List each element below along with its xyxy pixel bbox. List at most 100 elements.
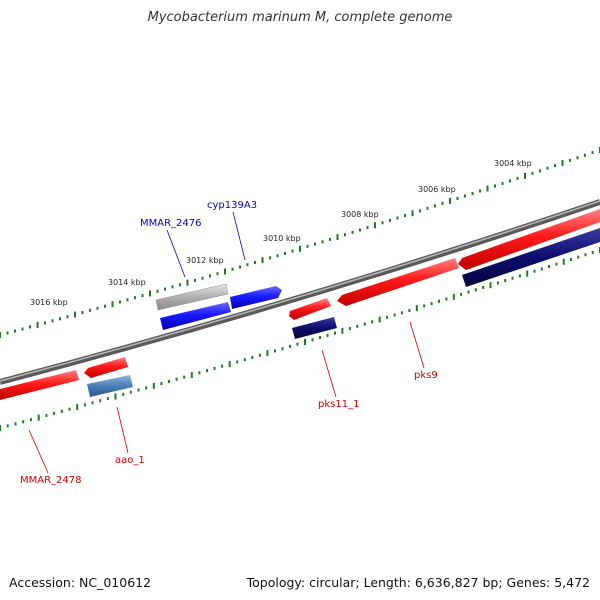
major-tick bbox=[152, 382, 155, 389]
gene-red-left[interactable] bbox=[0, 370, 79, 400]
major-tick bbox=[149, 290, 151, 297]
minor-tick bbox=[281, 347, 284, 351]
minor-tick bbox=[441, 201, 444, 205]
gene-pks9[interactable] bbox=[462, 228, 600, 287]
major-tick bbox=[411, 210, 414, 217]
minor-tick bbox=[509, 179, 511, 183]
major-tick bbox=[449, 197, 451, 204]
leader-pks9 bbox=[409, 321, 425, 369]
minor-tick bbox=[236, 360, 239, 364]
major-tick bbox=[186, 279, 189, 286]
minor-tick bbox=[29, 418, 32, 422]
major-tick bbox=[37, 414, 40, 421]
minor-tick bbox=[119, 300, 121, 304]
minor-tick bbox=[321, 240, 324, 244]
minor-tick bbox=[81, 311, 84, 314]
minor-tick bbox=[501, 182, 504, 185]
major-tick bbox=[114, 393, 117, 400]
minor-tick bbox=[274, 349, 276, 353]
major-tick bbox=[299, 245, 301, 252]
minor-tick bbox=[381, 221, 384, 225]
minor-tick bbox=[213, 366, 216, 370]
minor-tick bbox=[546, 166, 549, 170]
major-tick bbox=[266, 350, 269, 357]
minor-tick bbox=[6, 331, 9, 335]
minor-tick bbox=[516, 176, 519, 180]
minor-tick bbox=[504, 279, 507, 283]
gene-label-pks11_1[interactable]: pks11_1 bbox=[318, 399, 359, 410]
gene-aao_1-upper[interactable] bbox=[84, 357, 128, 378]
major-tick bbox=[304, 339, 306, 345]
gene-cyp139A3[interactable] bbox=[230, 286, 282, 309]
outer-tick-ring bbox=[0, 147, 600, 338]
gene-label-MMAR_2476[interactable]: MMAR_2476 bbox=[140, 218, 202, 229]
gene-red-long[interactable] bbox=[337, 258, 459, 306]
minor-tick bbox=[171, 285, 174, 289]
minor-tick bbox=[540, 267, 543, 271]
minor-tick bbox=[160, 382, 163, 386]
tick-label-3012: 3012 kbp bbox=[186, 256, 224, 265]
minor-tick bbox=[539, 169, 541, 173]
minor-tick bbox=[438, 299, 440, 303]
leader-pks11_1 bbox=[321, 349, 337, 398]
gene-red-right[interactable] bbox=[458, 209, 600, 270]
minor-tick bbox=[426, 206, 429, 210]
gene-pks11_1[interactable] bbox=[292, 317, 337, 339]
minor-tick bbox=[386, 315, 389, 319]
minor-tick bbox=[371, 320, 374, 324]
major-tick bbox=[374, 222, 376, 229]
minor-tick bbox=[408, 309, 411, 312]
gene-pks11_1-upper[interactable] bbox=[289, 298, 331, 320]
gene-label-aao_1[interactable]: aao_1 bbox=[115, 455, 145, 466]
minor-tick bbox=[21, 327, 24, 331]
minor-tick bbox=[401, 311, 403, 315]
minor-tick bbox=[289, 344, 291, 348]
gene-label-pks9[interactable]: pks9 bbox=[414, 370, 438, 381]
minor-tick bbox=[464, 194, 466, 198]
inner-tick-ring bbox=[0, 247, 600, 431]
minor-tick bbox=[68, 407, 71, 411]
minor-tick bbox=[291, 249, 294, 253]
gene-label-cyp139A3[interactable]: cyp139A3 bbox=[207, 200, 257, 211]
minor-tick bbox=[239, 265, 241, 269]
minor-tick bbox=[569, 158, 571, 162]
minor-tick bbox=[179, 283, 181, 287]
major-tick bbox=[489, 282, 492, 289]
minor-tick bbox=[106, 397, 109, 401]
minor-tick bbox=[393, 313, 396, 317]
minor-tick bbox=[366, 226, 369, 230]
tick-labels: 3004 kbp 3006 kbp 3008 kbp 3010 kbp 3012… bbox=[30, 159, 532, 307]
minor-tick bbox=[494, 184, 496, 188]
minor-tick bbox=[363, 322, 366, 326]
minor-tick bbox=[22, 420, 25, 424]
major-tick bbox=[452, 293, 455, 300]
minor-tick bbox=[251, 356, 254, 359]
minor-tick bbox=[216, 272, 219, 276]
minor-tick bbox=[479, 189, 481, 193]
genome-summary: Topology: circular; Length: 6,636,827 bp… bbox=[246, 575, 590, 590]
minor-tick bbox=[356, 324, 359, 328]
gene-aao_1[interactable] bbox=[87, 375, 133, 397]
minor-tick bbox=[576, 156, 579, 160]
tick-label-3008: 3008 kbp bbox=[341, 210, 379, 219]
gene-MMAR_2476[interactable] bbox=[160, 302, 231, 330]
minor-tick bbox=[175, 377, 178, 381]
leader-cyp139A3 bbox=[232, 211, 246, 261]
leader-MMAR_2478 bbox=[28, 429, 49, 474]
gene-label-MMAR_2478[interactable]: MMAR_2478 bbox=[20, 475, 82, 486]
minor-tick bbox=[389, 218, 391, 222]
minor-tick bbox=[319, 336, 321, 339]
minor-tick bbox=[496, 281, 499, 285]
minor-tick bbox=[206, 369, 208, 373]
minor-tick bbox=[89, 308, 91, 312]
major-tick bbox=[486, 185, 489, 192]
major-tick bbox=[415, 305, 418, 312]
minor-tick bbox=[243, 358, 246, 362]
major-tick bbox=[190, 372, 193, 378]
minor-tick bbox=[209, 274, 211, 278]
gene-gray[interactable] bbox=[155, 283, 229, 311]
minor-tick bbox=[314, 242, 316, 246]
reverse-strand-genes bbox=[87, 228, 600, 397]
leader-MMAR_2476 bbox=[166, 229, 186, 278]
